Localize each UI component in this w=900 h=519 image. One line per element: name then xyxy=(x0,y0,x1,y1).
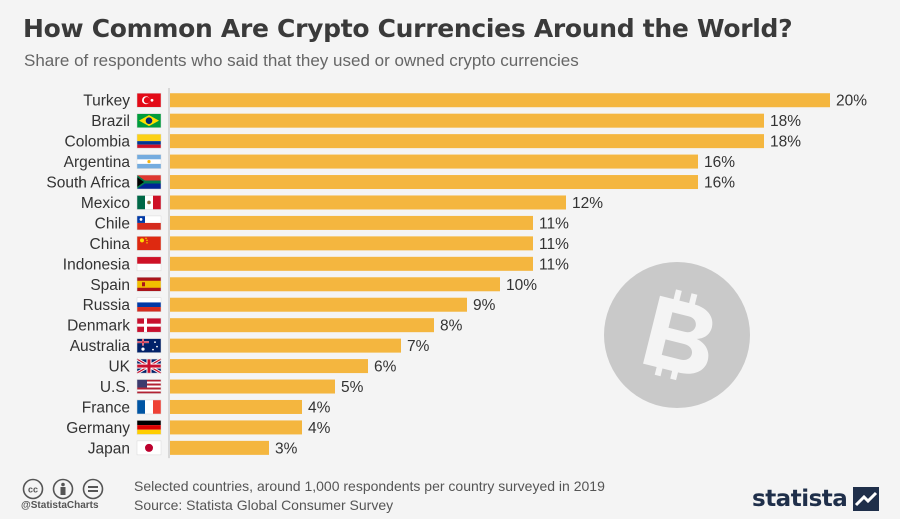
category-label-japan: Japan xyxy=(88,440,130,457)
category-label-russia: Russia xyxy=(83,297,131,314)
value-label-turkey: 20% xyxy=(836,93,867,110)
social-handle: @StatistaCharts xyxy=(21,500,99,511)
footer-source: Source: Statista Global Consumer Survey xyxy=(134,497,394,513)
category-label-australia: Australia xyxy=(70,338,131,355)
flag-germany-icon xyxy=(136,420,162,435)
flag-uk-icon xyxy=(136,357,162,375)
category-label-brazil: Brazil xyxy=(91,113,130,130)
category-label-france: France xyxy=(82,399,130,416)
value-label-chile: 11% xyxy=(539,215,569,232)
value-label-mexico: 12% xyxy=(572,195,603,212)
bar-spain xyxy=(170,277,500,292)
bar-turkey xyxy=(170,93,830,108)
creative-commons-icon: cc xyxy=(22,478,44,500)
value-label-u-s: 5% xyxy=(341,379,364,396)
flag-spain-icon xyxy=(136,277,162,292)
flag-us-icon xyxy=(136,379,162,394)
bar-russia xyxy=(170,297,467,312)
value-label-denmark: 8% xyxy=(440,318,463,335)
value-label-uk: 6% xyxy=(374,359,397,376)
category-label-germany: Germany xyxy=(66,420,130,437)
flag-mexico-icon xyxy=(136,195,162,210)
bar-chart: Turkey 20% Brazil 18% Colombia 18% Argentina 16… xyxy=(46,88,867,459)
value-label-brazil: 18% xyxy=(770,113,801,130)
bar-france xyxy=(170,399,302,414)
bar-australia xyxy=(170,338,401,353)
flag-chile-icon xyxy=(136,215,162,231)
flag-china-icon xyxy=(136,236,162,251)
chart-subtitle: Share of respondents who said that they … xyxy=(24,51,579,70)
bar-indonesia xyxy=(170,256,533,271)
bar-uk xyxy=(170,359,368,374)
license-icons: cc xyxy=(22,478,104,500)
bar-denmark xyxy=(170,318,434,333)
attribution-icon xyxy=(52,478,74,500)
category-label-indonesia: Indonesia xyxy=(63,256,131,273)
flag-france-icon xyxy=(136,399,162,415)
statista-mark-icon xyxy=(853,487,880,511)
bitcoin-icon xyxy=(604,262,750,408)
value-label-russia: 9% xyxy=(473,297,496,314)
flag-colombia-icon xyxy=(136,133,162,149)
value-label-china: 11% xyxy=(539,236,569,253)
flag-denmark-icon xyxy=(136,317,162,333)
bar-colombia xyxy=(170,134,764,149)
category-label-mexico: Mexico xyxy=(81,195,130,212)
flag-japan-icon xyxy=(136,440,162,456)
category-label-chile: Chile xyxy=(95,215,130,232)
value-label-spain: 10% xyxy=(506,277,537,294)
category-label-denmark: Denmark xyxy=(67,318,130,335)
value-label-france: 4% xyxy=(308,399,331,416)
category-label-china: China xyxy=(90,236,131,253)
category-label-u-s: U.S. xyxy=(100,379,130,396)
category-label-spain: Spain xyxy=(90,277,130,294)
bar-u-s xyxy=(170,379,335,394)
no-derivatives-icon xyxy=(82,478,104,500)
category-label-south-africa: South Africa xyxy=(46,175,130,192)
bar-brazil xyxy=(170,113,764,128)
category-label-turkey: Turkey xyxy=(83,93,130,110)
bar-argentina xyxy=(170,154,698,169)
bar-mexico xyxy=(170,195,566,210)
brand-name: statista xyxy=(752,486,848,512)
value-label-indonesia: 11% xyxy=(539,256,569,273)
bar-germany xyxy=(170,420,302,435)
value-label-australia: 7% xyxy=(407,338,430,355)
value-label-germany: 4% xyxy=(308,420,331,437)
bar-japan xyxy=(170,440,269,455)
flag-argentina-icon xyxy=(136,154,162,169)
bar-south-africa xyxy=(170,175,698,190)
category-label-argentina: Argentina xyxy=(64,154,131,171)
bar-china xyxy=(170,236,533,251)
value-label-south-africa: 16% xyxy=(704,175,735,192)
flag-south-africa-icon xyxy=(136,174,162,190)
value-label-colombia: 18% xyxy=(770,134,801,151)
value-label-japan: 3% xyxy=(275,440,298,457)
category-label-uk: UK xyxy=(108,359,130,376)
chart-title: How Common Are Crypto Currencies Around … xyxy=(23,14,793,43)
flag-russia-icon xyxy=(136,297,162,312)
value-label-argentina: 16% xyxy=(704,154,735,171)
bar-chile xyxy=(170,215,533,230)
footer-note: Selected countries, around 1,000 respond… xyxy=(134,478,605,494)
flag-turkey-icon xyxy=(136,92,162,108)
flag-brazil-icon xyxy=(136,113,162,128)
category-label-colombia: Colombia xyxy=(65,134,131,151)
svg-text:cc: cc xyxy=(28,485,38,495)
flag-indonesia-icon xyxy=(136,256,162,272)
flag-australia-icon xyxy=(136,338,162,353)
statista-logo: statista xyxy=(752,482,880,516)
